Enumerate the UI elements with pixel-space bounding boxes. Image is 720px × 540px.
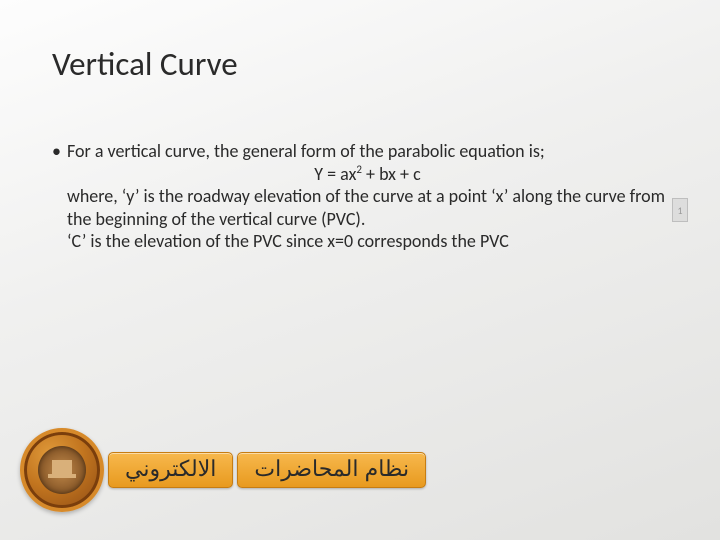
- body-text: • For a vertical curve, the general form…: [52, 140, 668, 253]
- bullet-glyph: •: [52, 140, 61, 163]
- lecture-system-button[interactable]: نظام المحاضرات: [237, 452, 426, 488]
- line-4: ‘C’ is the elevation of the PVC since x=…: [67, 230, 509, 252]
- eq-pre: Y = ax: [314, 163, 356, 185]
- line-1: For a vertical curve, the general form o…: [67, 140, 545, 162]
- university-seal-icon: [20, 428, 104, 512]
- eq-post: + bx + c: [362, 163, 421, 185]
- page-marker: 1: [672, 198, 688, 222]
- bullet-item: • For a vertical curve, the general form…: [52, 140, 668, 253]
- footer: الالكتروني نظام المحاضرات: [20, 428, 426, 512]
- slide: Vertical Curve • For a vertical curve, t…: [0, 0, 720, 540]
- equation: Y = ax2 + bx + c: [67, 163, 668, 186]
- bullet-content: For a vertical curve, the general form o…: [67, 140, 668, 253]
- electronic-button[interactable]: الالكتروني: [108, 452, 233, 488]
- slide-title: Vertical Curve: [52, 44, 238, 84]
- line-3: where, ‘y’ is the roadway elevation of t…: [67, 185, 665, 230]
